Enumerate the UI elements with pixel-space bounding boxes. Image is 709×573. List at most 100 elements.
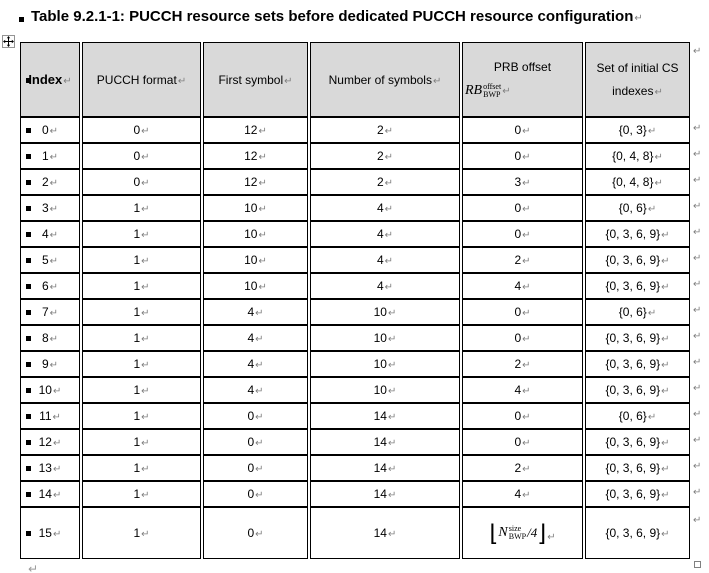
cell-first-symbol[interactable]: 4↵	[203, 299, 308, 325]
cell-index[interactable]: 10↵	[20, 377, 80, 403]
table-move-handle[interactable]	[2, 35, 15, 48]
cell-pucch-format[interactable]: 1↵	[82, 247, 201, 273]
cell-cs-set[interactable]: {0, 3, 6, 9}↵	[585, 429, 690, 455]
cell-pucch-format[interactable]: 0↵	[82, 169, 201, 195]
cell-number-of-symbols[interactable]: 10↵	[310, 377, 460, 403]
cell-cs-set[interactable]: {0, 3, 6, 9}↵	[585, 351, 690, 377]
cell-prb-offset[interactable]: 0↵	[462, 143, 583, 169]
cell-prb-offset[interactable]: 3↵	[462, 169, 583, 195]
cell-prb-offset[interactable]: 0↵	[462, 299, 583, 325]
cell-pucch-format[interactable]: 1↵	[82, 273, 201, 299]
cell-number-of-symbols[interactable]: 14↵	[310, 429, 460, 455]
cell-first-symbol[interactable]: 0↵	[203, 507, 308, 559]
cell-cs-set[interactable]: {0, 3, 6, 9}↵	[585, 507, 690, 559]
cell-cs-set[interactable]: {0, 3, 6, 9}↵	[585, 325, 690, 351]
cell-cs-set[interactable]: {0, 4, 8}↵	[585, 143, 690, 169]
cell-pucch-format[interactable]: 1↵	[82, 481, 201, 507]
cell-cs-set[interactable]: {0, 6}↵	[585, 403, 690, 429]
cell-pucch-format[interactable]: 1↵	[82, 507, 201, 559]
cell-first-symbol[interactable]: 4↵	[203, 351, 308, 377]
cell-index[interactable]: 11↵	[20, 403, 80, 429]
cell-number-of-symbols[interactable]: 4↵	[310, 221, 460, 247]
cell-first-symbol[interactable]: 12↵	[203, 143, 308, 169]
cell-cs-set[interactable]: {0, 3, 6, 9}↵	[585, 377, 690, 403]
cell-pucch-format[interactable]: 1↵	[82, 351, 201, 377]
cell-number-of-symbols[interactable]: 2↵	[310, 169, 460, 195]
cell-cs-set[interactable]: {0, 6}↵	[585, 195, 690, 221]
header-pucch-format[interactable]: PUCCH format↵	[82, 42, 201, 117]
cell-number-of-symbols[interactable]: 2↵	[310, 117, 460, 143]
cell-cs-set[interactable]: {0, 3, 6, 9}↵	[585, 455, 690, 481]
cell-index[interactable]: 1↵	[20, 143, 80, 169]
cell-first-symbol[interactable]: 10↵	[203, 221, 308, 247]
cell-cs-set[interactable]: {0, 6}↵	[585, 299, 690, 325]
cell-index[interactable]: 3↵	[20, 195, 80, 221]
cell-cs-set[interactable]: {0, 3}↵	[585, 117, 690, 143]
cell-pucch-format[interactable]: 1↵	[82, 377, 201, 403]
cell-prb-offset[interactable]: 2↵	[462, 247, 583, 273]
table-caption[interactable]: Table 9.2.1-1: PUCCH resource sets befor…	[31, 8, 643, 25]
cell-prb-offset[interactable]: 4↵	[462, 273, 583, 299]
cell-prb-offset[interactable]: 2↵	[462, 455, 583, 481]
header-number-of-symbols[interactable]: Number of symbols↵	[310, 42, 460, 117]
cell-prb-offset[interactable]: 0↵	[462, 429, 583, 455]
cell-pucch-format[interactable]: 0↵	[82, 117, 201, 143]
cell-index[interactable]: 8↵	[20, 325, 80, 351]
header-index[interactable]: Index↵	[20, 42, 80, 117]
cell-number-of-symbols[interactable]: 14↵	[310, 403, 460, 429]
cell-prb-offset[interactable]: 2↵	[462, 351, 583, 377]
cell-index[interactable]: 4↵	[20, 221, 80, 247]
cell-first-symbol[interactable]: 10↵	[203, 273, 308, 299]
cell-first-symbol[interactable]: 12↵	[203, 117, 308, 143]
cell-index[interactable]: 7↵	[20, 299, 80, 325]
cell-number-of-symbols[interactable]: 4↵	[310, 247, 460, 273]
cell-first-symbol[interactable]: 4↵	[203, 377, 308, 403]
cell-prb-offset[interactable]: 0↵	[462, 117, 583, 143]
cell-number-of-symbols[interactable]: 4↵	[310, 273, 460, 299]
cell-pucch-format[interactable]: 1↵	[82, 195, 201, 221]
cell-number-of-symbols[interactable]: 10↵	[310, 325, 460, 351]
cell-number-of-symbols[interactable]: 2↵	[310, 143, 460, 169]
cell-index[interactable]: 0↵	[20, 117, 80, 143]
cell-prb-offset[interactable]: 4↵	[462, 377, 583, 403]
header-first-symbol[interactable]: First symbol↵	[203, 42, 308, 117]
cell-pucch-format[interactable]: 1↵	[82, 429, 201, 455]
cell-index[interactable]: 14↵	[20, 481, 80, 507]
cell-first-symbol[interactable]: 0↵	[203, 429, 308, 455]
cell-first-symbol[interactable]: 0↵	[203, 455, 308, 481]
cell-number-of-symbols[interactable]: 14↵	[310, 481, 460, 507]
cell-number-of-symbols[interactable]: 10↵	[310, 351, 460, 377]
cell-pucch-format[interactable]: 1↵	[82, 221, 201, 247]
cell-cs-set[interactable]: {0, 4, 8}↵	[585, 169, 690, 195]
header-prb-offset[interactable]: PRB offset RB offset BWP ↵	[462, 42, 583, 117]
cell-prb-offset[interactable]: 4↵	[462, 481, 583, 507]
cell-first-symbol[interactable]: 0↵	[203, 481, 308, 507]
cell-cs-set[interactable]: {0, 3, 6, 9}↵	[585, 221, 690, 247]
cell-pucch-format[interactable]: 1↵	[82, 299, 201, 325]
cell-cs-set[interactable]: {0, 3, 6, 9}↵	[585, 481, 690, 507]
table-resize-handle[interactable]	[694, 561, 701, 568]
cell-pucch-format[interactable]: 1↵	[82, 325, 201, 351]
cell-index[interactable]: 13↵	[20, 455, 80, 481]
cell-first-symbol[interactable]: 10↵	[203, 247, 308, 273]
header-cs-indexes[interactable]: Set of initial CS indexes↵	[585, 42, 690, 117]
cell-index[interactable]: 6↵	[20, 273, 80, 299]
cell-first-symbol[interactable]: 12↵	[203, 169, 308, 195]
cell-prb-offset[interactable]: 0↵	[462, 325, 583, 351]
cell-pucch-format[interactable]: 0↵	[82, 143, 201, 169]
cell-pucch-format[interactable]: 1↵	[82, 455, 201, 481]
cell-index[interactable]: 2↵	[20, 169, 80, 195]
cell-index[interactable]: 15↵	[20, 507, 80, 559]
cell-cs-set[interactable]: {0, 3, 6, 9}↵	[585, 247, 690, 273]
cell-first-symbol[interactable]: 10↵	[203, 195, 308, 221]
cell-number-of-symbols[interactable]: 14↵	[310, 455, 460, 481]
cell-number-of-symbols[interactable]: 4↵	[310, 195, 460, 221]
cell-index[interactable]: 12↵	[20, 429, 80, 455]
cell-index[interactable]: 9↵	[20, 351, 80, 377]
cell-cs-set[interactable]: {0, 3, 6, 9}↵	[585, 273, 690, 299]
cell-first-symbol[interactable]: 0↵	[203, 403, 308, 429]
cell-prb-offset[interactable]: 0↵	[462, 221, 583, 247]
cell-prb-offset[interactable]: 0↵	[462, 403, 583, 429]
cell-prb-offset[interactable]: 0↵	[462, 195, 583, 221]
